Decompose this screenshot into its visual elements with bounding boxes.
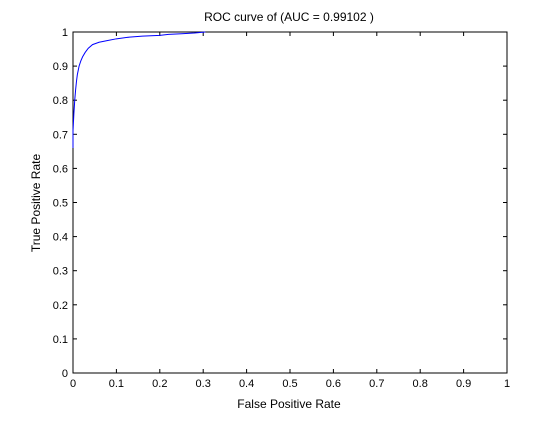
x-tick-label: 0.5 bbox=[282, 378, 297, 390]
x-tick-label: 0.9 bbox=[456, 378, 471, 390]
axes-box bbox=[72, 31, 508, 374]
y-tick-label: 1 bbox=[62, 27, 68, 39]
y-tick-label: 0.7 bbox=[53, 129, 68, 141]
y-tick-label: 0.8 bbox=[53, 95, 68, 107]
y-axis-label: True Positive Rate bbox=[29, 154, 43, 253]
x-tick-label: 1 bbox=[504, 378, 510, 390]
x-tick-label: 0 bbox=[70, 378, 76, 390]
y-tick-label: 0.2 bbox=[53, 300, 68, 312]
y-tick-label: 0 bbox=[62, 368, 68, 380]
ticks bbox=[72, 31, 508, 374]
y-tick-label: 0.3 bbox=[53, 266, 68, 278]
y-tick-label: 0.1 bbox=[53, 334, 68, 346]
chart-title: ROC curve of (AUC = 0.99102 ) bbox=[204, 10, 374, 24]
x-tick-label: 0.3 bbox=[196, 378, 211, 390]
y-tick-label: 0.6 bbox=[53, 163, 68, 175]
x-tick-label: 0.7 bbox=[369, 378, 384, 390]
x-tick-label: 0.8 bbox=[413, 378, 428, 390]
x-tick-label: 0.4 bbox=[239, 378, 254, 390]
tick-labels: 0 0.1 0.2 0.3 0.4 0.5 0.6 0.7 0.8 0.9 1 0 0.1 0.2 0.3 0… bbox=[53, 27, 510, 390]
x-tick-label: 0.6 bbox=[326, 378, 341, 390]
x-tick-label: 0.1 bbox=[109, 378, 124, 390]
series-group bbox=[72, 31, 206, 148]
y-tick-label: 0.4 bbox=[53, 232, 68, 244]
y-tick-label: 0.9 bbox=[53, 61, 68, 73]
x-axis-label: False Positive Rate bbox=[237, 397, 341, 411]
x-tick-label: 0.2 bbox=[152, 378, 167, 390]
plot-area: 0 0.1 0.2 0.3 0.4 0.5 0.6 0.7 0.8 0.9 1 0 0.1 0.2 0.3 0… bbox=[53, 27, 510, 390]
roc-curve-line bbox=[72, 31, 206, 148]
y-tick-label: 0.5 bbox=[53, 198, 68, 210]
